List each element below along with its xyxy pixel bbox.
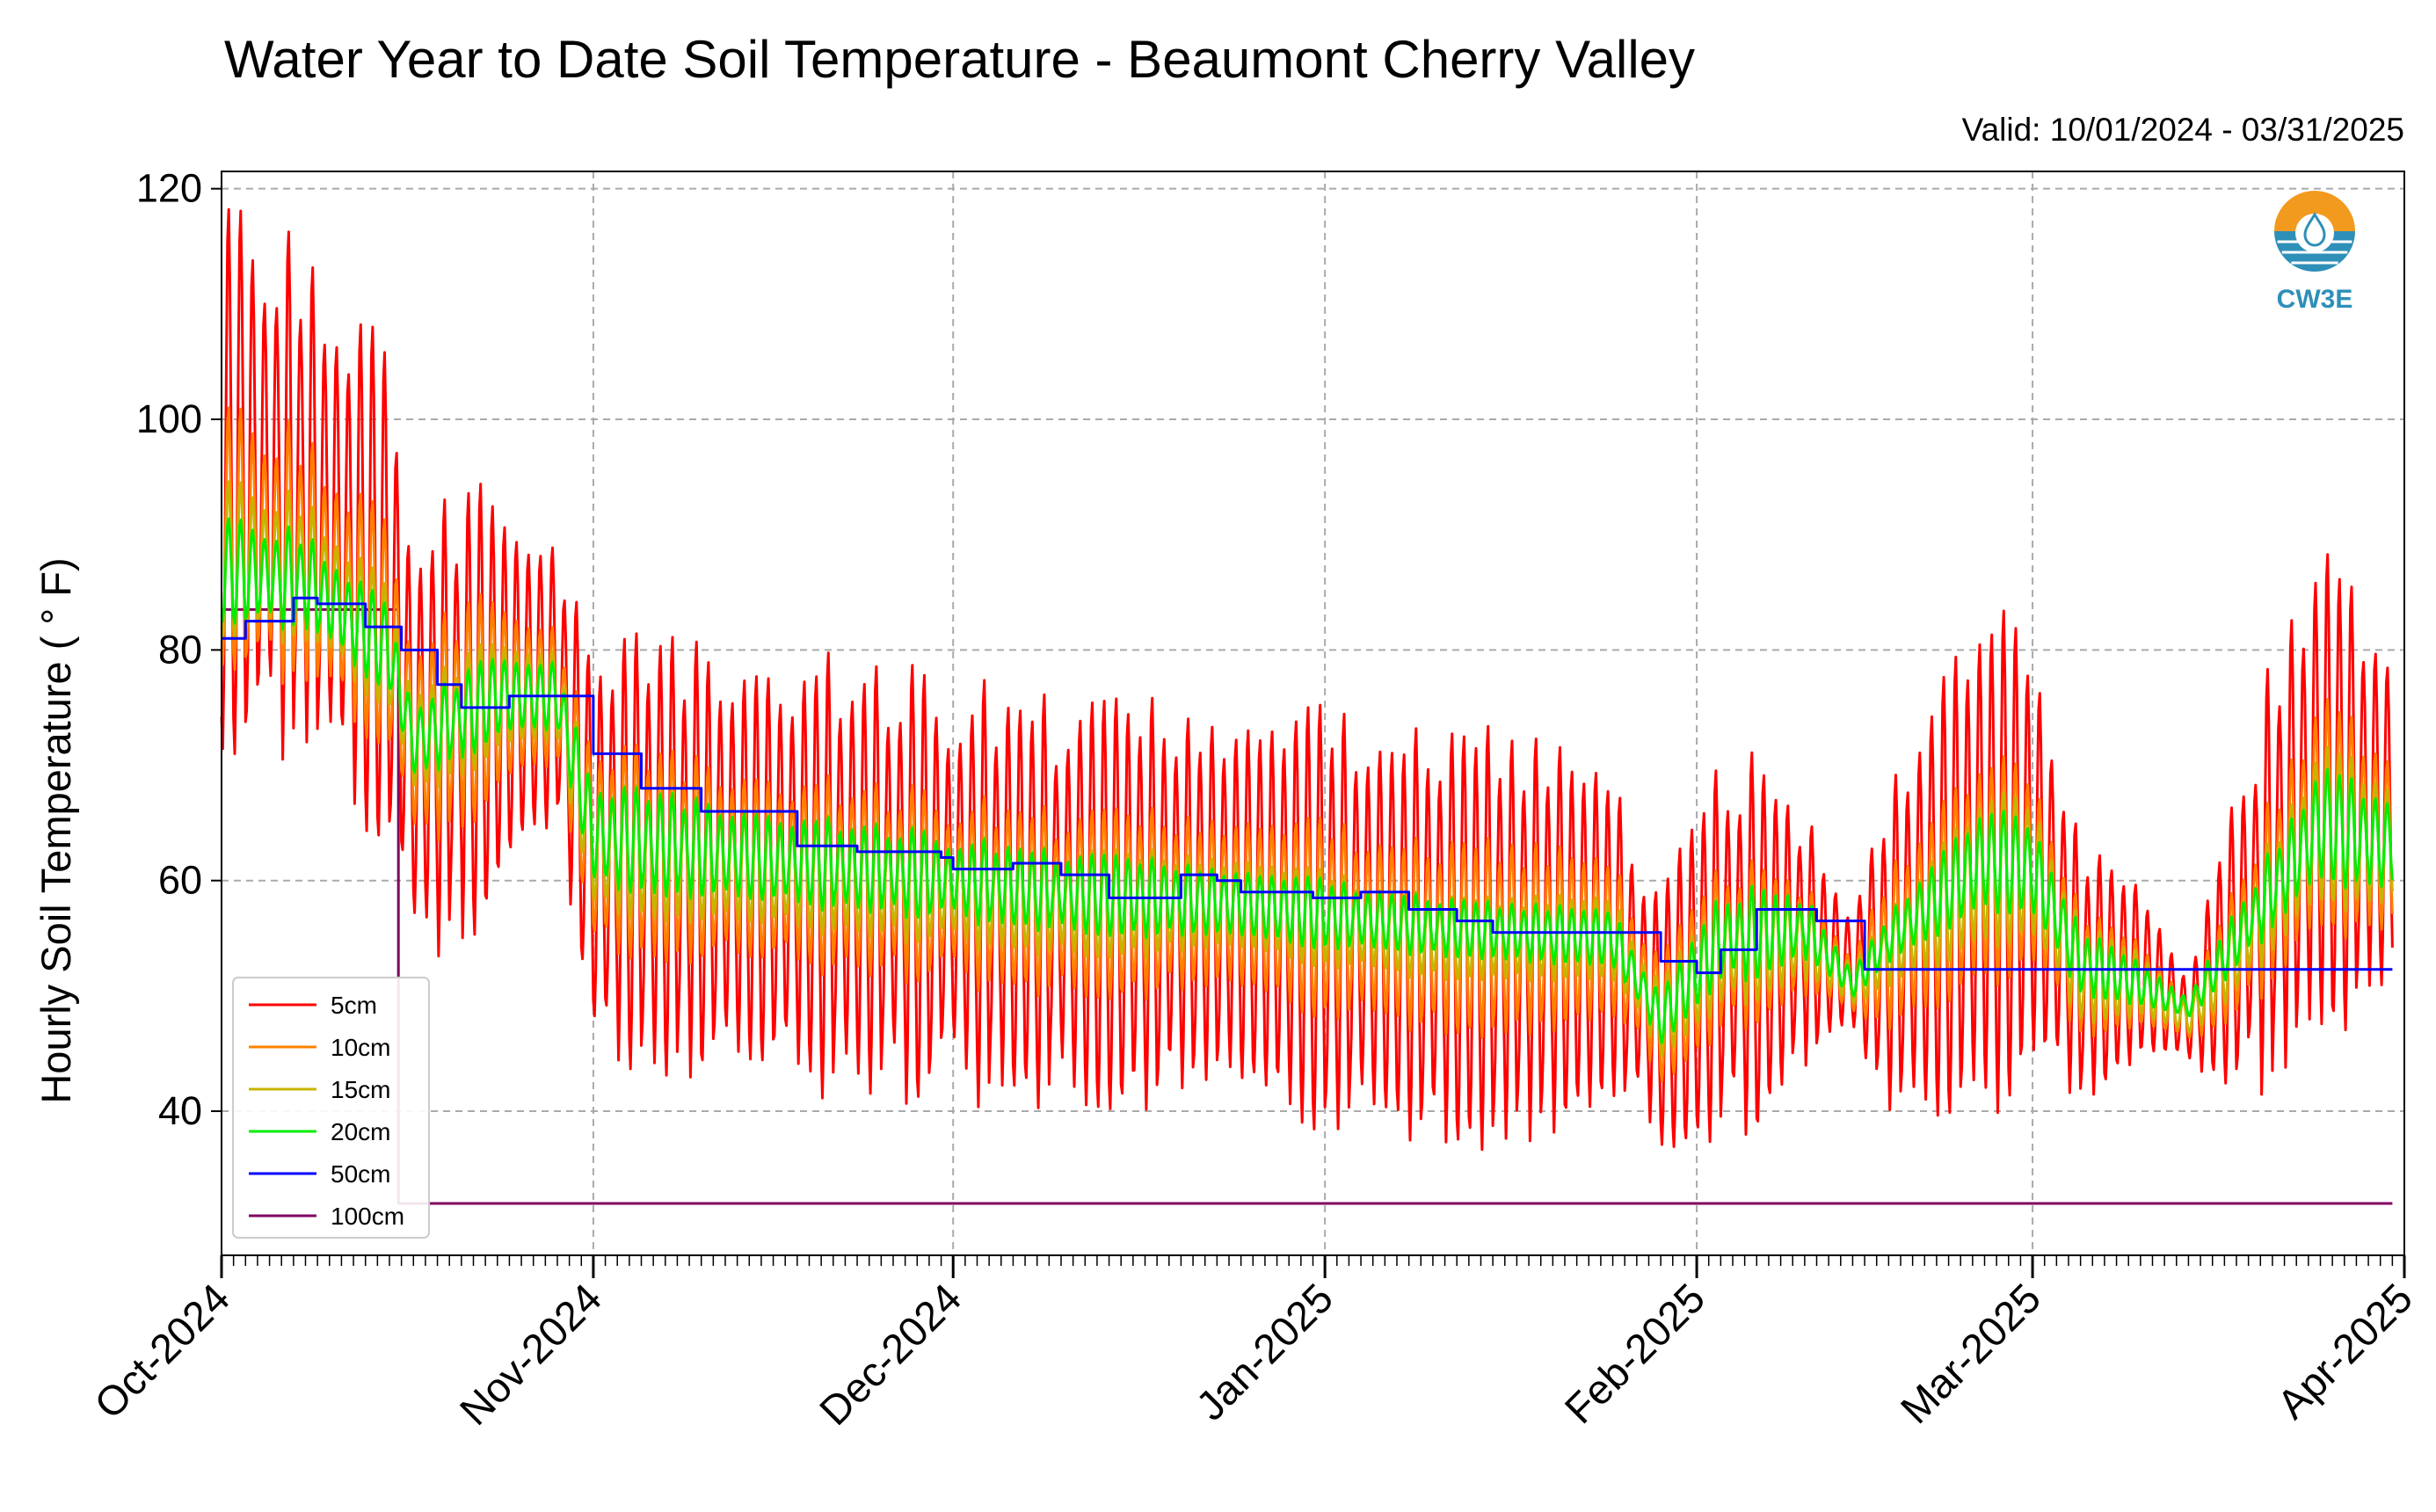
- legend-items: 5cm 10cm 15cm 20cm 50cm 100cm: [249, 992, 404, 1230]
- legend-label-20cm: 20cm: [331, 1118, 390, 1145]
- y-axis: 40 60 80 100 120: [136, 166, 222, 1133]
- legend-label-15cm: 15cm: [331, 1076, 390, 1103]
- logo-text: CW3E: [2277, 285, 2353, 314]
- logo-sun-half: [2274, 191, 2355, 231]
- y-tick-label: 40: [158, 1088, 202, 1133]
- chart-title: Water Year to Date Soil Temperature - Be…: [224, 30, 1695, 89]
- legend-label-10cm: 10cm: [331, 1034, 390, 1061]
- cw3e-logo: CW3E: [2274, 191, 2355, 314]
- series-lines: [220, 207, 2394, 1205]
- legend-label-50cm: 50cm: [331, 1160, 390, 1188]
- legend-label-100cm: 100cm: [331, 1203, 404, 1230]
- y-tick-label: 60: [158, 858, 202, 903]
- series-line-50cm: [222, 596, 2393, 975]
- series-line-20cm: [220, 517, 2394, 1044]
- y-axis-label: Hourly Soil Temperature ( ° F): [33, 557, 79, 1103]
- y-tick-label: 80: [158, 627, 202, 672]
- y-tick-label: 120: [136, 166, 202, 211]
- water-drop-icon: [2303, 212, 2326, 247]
- chart-subtitle: Valid: 10/01/2024 - 03/31/2025: [1962, 112, 2404, 148]
- legend-label-5cm: 5cm: [331, 992, 377, 1019]
- y-tick-label: 100: [136, 396, 202, 441]
- legend: 5cm 10cm 15cm 20cm 50cm 100cm: [232, 977, 430, 1239]
